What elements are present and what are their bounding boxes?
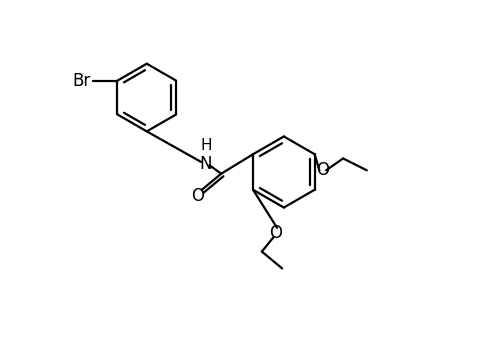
Text: Br: Br xyxy=(72,72,90,90)
Text: O: O xyxy=(269,224,282,242)
Text: N: N xyxy=(200,154,212,173)
Text: H: H xyxy=(200,138,212,153)
Text: O: O xyxy=(191,187,204,205)
Text: O: O xyxy=(316,161,330,179)
